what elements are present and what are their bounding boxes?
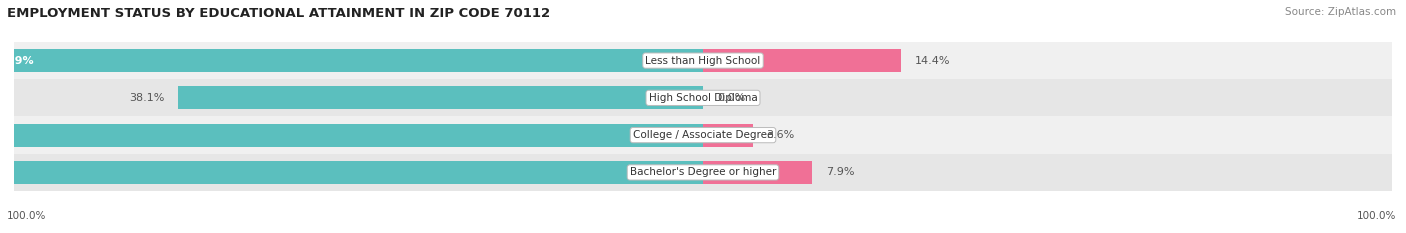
Text: 100.0%: 100.0% xyxy=(7,211,46,221)
Bar xyxy=(14,42,1392,79)
Bar xyxy=(0,161,703,184)
Bar xyxy=(14,116,1392,154)
Text: 100.0%: 100.0% xyxy=(1357,211,1396,221)
Bar xyxy=(703,49,901,72)
Text: Bachelor's Degree or higher: Bachelor's Degree or higher xyxy=(630,168,776,177)
Bar xyxy=(14,154,1392,191)
Bar xyxy=(703,161,811,184)
Bar xyxy=(14,79,1392,116)
Text: 0.0%: 0.0% xyxy=(717,93,745,103)
Text: Source: ZipAtlas.com: Source: ZipAtlas.com xyxy=(1285,7,1396,17)
Text: 14.4%: 14.4% xyxy=(915,56,950,65)
Text: 7.9%: 7.9% xyxy=(825,168,853,177)
Text: 38.1%: 38.1% xyxy=(129,93,165,103)
Text: Less than High School: Less than High School xyxy=(645,56,761,65)
Text: 3.6%: 3.6% xyxy=(766,130,794,140)
Bar xyxy=(179,86,703,110)
Bar xyxy=(0,123,703,147)
Text: 52.9%: 52.9% xyxy=(0,56,34,65)
Text: EMPLOYMENT STATUS BY EDUCATIONAL ATTAINMENT IN ZIP CODE 70112: EMPLOYMENT STATUS BY EDUCATIONAL ATTAINM… xyxy=(7,7,550,20)
Text: College / Associate Degree: College / Associate Degree xyxy=(633,130,773,140)
Text: High School Diploma: High School Diploma xyxy=(648,93,758,103)
Bar xyxy=(0,49,703,72)
Bar xyxy=(703,123,752,147)
